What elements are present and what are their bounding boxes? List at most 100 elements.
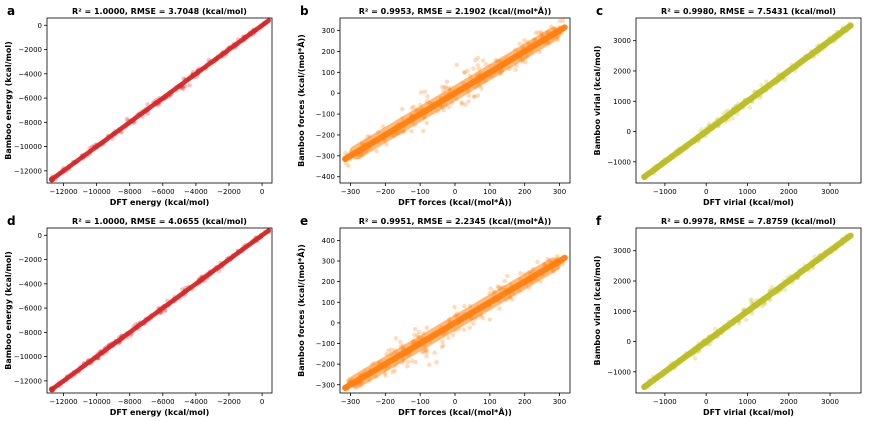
data-point [427, 362, 432, 367]
data-point [445, 335, 451, 340]
data-point [475, 93, 481, 98]
data-core [349, 26, 561, 160]
data-point [466, 93, 472, 98]
data-point [497, 306, 502, 311]
y-tick-label: 1000 [613, 308, 631, 316]
panel-letter: f [596, 214, 602, 228]
panel-e: e R² = 0.9951, RMSE = 2.2345 (kcal/(mol*Å… [296, 214, 571, 417]
data-point [440, 339, 445, 344]
data-point [424, 325, 429, 330]
data-point [393, 336, 399, 341]
plot-frame [46, 17, 273, 184]
data-point [557, 19, 563, 24]
chart-title: R² = 0.9980, RMSE = 7.5431 (kcal/mol) [661, 7, 836, 16]
y-tick-label: −8000 [18, 329, 42, 337]
data-point [421, 128, 426, 134]
y-tick-label: 300 [322, 258, 335, 266]
data-point [692, 356, 698, 361]
data-point [412, 332, 417, 338]
data-core [641, 232, 854, 390]
data-point [183, 84, 188, 89]
panel-letter: b [300, 4, 309, 18]
data-point [409, 105, 415, 111]
x-axis-label: DFT energy (kcal/mol) [110, 408, 210, 417]
data-point [384, 142, 389, 147]
data-point [522, 38, 527, 43]
x-tick-label: −200 [376, 398, 395, 406]
data-point [480, 315, 486, 321]
y-tick-label: 100 [322, 69, 335, 77]
plot-frame [635, 227, 862, 394]
data-point [346, 163, 351, 168]
y-tick-label: −4000 [18, 70, 42, 78]
data-point [730, 116, 736, 121]
data-point [424, 350, 429, 355]
x-tick-label: 200 [518, 188, 531, 196]
x-tick-label: 300 [553, 398, 566, 406]
panel-letter: e [300, 214, 308, 228]
data-point [465, 68, 470, 73]
panel-d: d R² = 1.0000, RMSE = 4.0655 (kcal/mol) −1… [4, 214, 273, 417]
data-point [444, 79, 450, 84]
data-point [180, 86, 186, 92]
y-axis-label: Bamboo forces (kcal/(mol*Å)) [296, 244, 306, 377]
data-point [488, 286, 493, 291]
data-point [483, 62, 489, 67]
y-tick-label: −300 [316, 381, 335, 389]
data-point [454, 62, 459, 68]
y-tick-label: −12000 [14, 167, 42, 175]
data-point [472, 94, 477, 99]
data-point [782, 77, 788, 83]
y-tick-label: 3000 [613, 37, 631, 45]
y-tick-label: 0 [38, 22, 42, 30]
data-point [342, 384, 349, 391]
x-axis-label: DFT virial (kcal/mol) [703, 408, 794, 417]
data-point [420, 349, 425, 355]
plot-frame [46, 227, 273, 394]
data-point [747, 105, 753, 110]
data-point [641, 173, 648, 180]
data-point [400, 106, 405, 112]
scatter-points [641, 21, 854, 180]
data-point [441, 343, 446, 348]
y-tick-label: 200 [322, 48, 335, 56]
x-axis-label: DFT virial (kcal/mol) [703, 198, 794, 207]
panel-c: c R² = 0.9980, RMSE = 7.5431 (kcal/mol) −1… [593, 4, 862, 207]
data-point [439, 344, 445, 350]
data-point [450, 332, 456, 338]
data-point [390, 369, 395, 375]
y-tick-label: 2000 [613, 277, 631, 285]
data-point [462, 304, 467, 309]
data-point [374, 148, 379, 154]
y-axis-label: Bamboo energy (kcal/mol) [4, 251, 13, 370]
data-point [760, 304, 765, 309]
x-tick-label: −100 [411, 188, 430, 196]
data-point [757, 95, 763, 101]
data-point [446, 104, 451, 110]
data-point [424, 348, 430, 353]
x-tick-label: 300 [553, 188, 566, 196]
data-point [413, 326, 418, 332]
data-point [461, 327, 467, 332]
data-point [641, 383, 648, 390]
y-tick-label: −100 [316, 111, 335, 119]
data-point [763, 79, 769, 84]
chart-title: R² = 0.9953, RMSE = 2.1902 (kcal/(mol*Å)… [359, 6, 552, 16]
x-tick-label: −10000 [83, 398, 111, 406]
chart-title: R² = 1.0000, RMSE = 4.0655 (kcal/mol) [72, 217, 247, 226]
y-tick-label: −2000 [18, 256, 42, 264]
data-point [475, 55, 481, 61]
x-tick-label: −8000 [118, 398, 142, 406]
x-tick-label: 1000 [739, 398, 757, 406]
x-tick-label: −100 [411, 398, 430, 406]
data-point [762, 301, 768, 307]
x-tick-label: 0 [704, 398, 708, 406]
data-point [342, 155, 349, 162]
data-point [425, 94, 430, 99]
data-point [411, 104, 416, 109]
data-point [480, 58, 486, 63]
scatter-points [641, 232, 854, 390]
x-tick-label: −4000 [184, 188, 208, 196]
data-point [513, 67, 518, 73]
y-tick-label: −400 [316, 173, 335, 181]
